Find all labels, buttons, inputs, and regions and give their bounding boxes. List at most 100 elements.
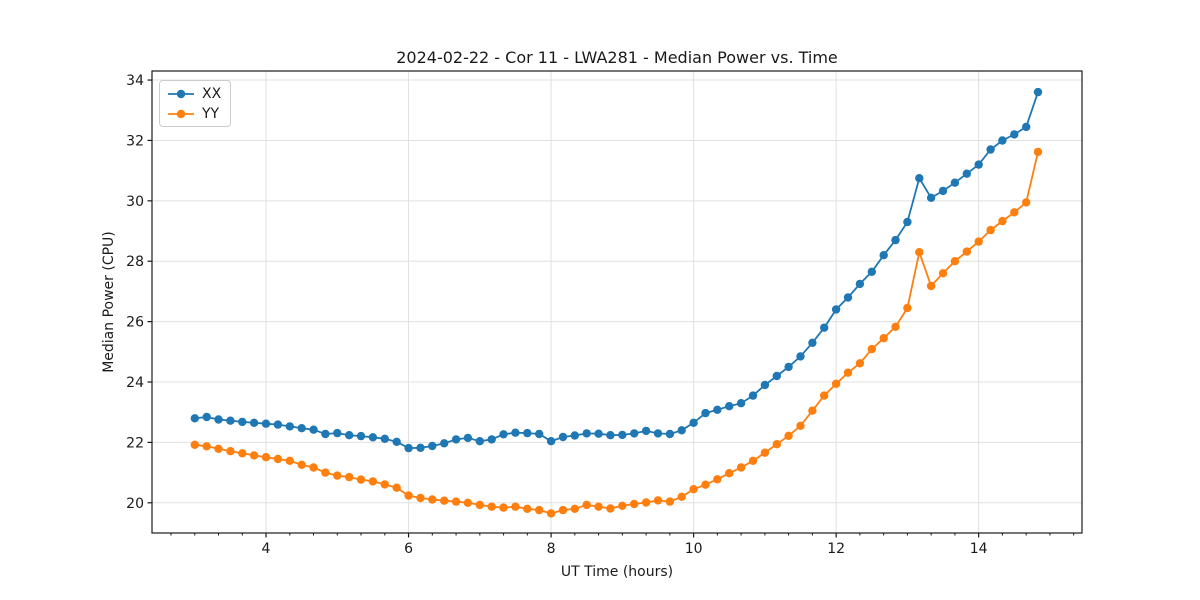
series-xx-marker	[428, 441, 437, 451]
series-yy-marker	[986, 225, 995, 235]
series-yy-marker	[606, 504, 615, 513]
series-xx-marker	[356, 431, 366, 441]
series-xx-marker	[511, 428, 520, 437]
series-yy-marker	[879, 334, 888, 343]
series-yy-marker	[333, 471, 342, 480]
x-tick-label: 6	[404, 541, 413, 557]
series-xx-marker	[249, 418, 259, 427]
series-yy-marker	[938, 269, 948, 278]
series-yy-marker	[796, 421, 805, 430]
series-xx-marker	[915, 174, 924, 183]
series-xx-marker	[950, 178, 960, 187]
series-xx-marker	[416, 443, 425, 452]
legend-line-sample-xx	[168, 89, 194, 98]
y-tick-label: 26	[126, 315, 144, 331]
series-yy-marker	[808, 406, 817, 415]
series-yy-marker	[725, 469, 734, 478]
series-xx-marker	[867, 267, 876, 276]
series-yy-marker	[487, 502, 496, 511]
y-tick-label: 24	[126, 375, 144, 391]
series-xx-marker	[665, 429, 675, 439]
series-yy-marker	[404, 491, 413, 500]
series-yy-marker	[499, 503, 508, 512]
series-yy-marker	[546, 509, 556, 518]
series-xx-marker	[190, 414, 199, 423]
series-xx-marker	[261, 419, 271, 428]
series-yy-marker	[665, 497, 675, 506]
series-xx-marker	[202, 412, 211, 422]
axes-frame	[151, 70, 1083, 534]
series-yy-marker	[843, 368, 853, 377]
series-xx-marker	[962, 169, 971, 178]
series-xx-marker	[855, 279, 865, 289]
series-xx-marker	[606, 431, 615, 440]
series-xx-marker	[273, 420, 283, 429]
series-xx-marker	[986, 145, 995, 154]
series-xx-marker	[345, 431, 354, 440]
legend-label-yy: YY	[202, 105, 220, 122]
series-xx-marker	[333, 428, 342, 438]
series-xx-marker	[594, 429, 603, 438]
series-xx-marker	[368, 433, 378, 442]
series-xx-marker	[760, 380, 770, 390]
series-yy-marker	[582, 500, 591, 510]
series-yy-marker	[926, 281, 936, 291]
x-tick-label: 12	[827, 541, 845, 557]
series-xx-marker	[926, 193, 936, 202]
series-xx-marker	[321, 429, 330, 439]
series-xx-marker	[523, 428, 532, 438]
series-yy-marker	[261, 453, 271, 462]
series-xx-marker	[784, 362, 793, 372]
series-xx-marker	[297, 424, 306, 433]
series-yy-marker	[891, 322, 900, 331]
series-yy-marker	[285, 456, 294, 465]
series-xx-marker	[713, 405, 722, 414]
series-xx-marker	[214, 415, 223, 424]
series-xx-marker	[736, 399, 746, 408]
legend-item-xx: XX	[167, 85, 221, 102]
series-yy-marker	[463, 498, 473, 507]
series-yy-marker	[202, 442, 211, 451]
series-xx-marker	[440, 439, 449, 448]
series-yy-marker	[772, 440, 781, 449]
y-tick-label: 22	[126, 435, 144, 451]
series-xx-marker	[843, 293, 853, 302]
series-xx-marker	[1010, 130, 1019, 139]
series-xx-marker	[558, 432, 568, 442]
series-xx-marker	[463, 433, 473, 443]
series-yy-marker	[238, 449, 247, 458]
series-xx-marker	[903, 217, 912, 227]
series-xx-marker	[808, 338, 817, 347]
legend-item-yy: YY	[167, 105, 221, 122]
series-xx-marker	[1033, 87, 1043, 97]
series-yy-marker	[297, 460, 306, 469]
series-yy-marker	[451, 497, 461, 506]
series-xx-marker	[630, 429, 639, 438]
chart-title: 2024-02-22 - Cor 11 - LWA281 - Median Po…	[396, 48, 838, 67]
series-yy-marker	[535, 505, 544, 515]
series-yy-marker	[701, 480, 710, 489]
series-yy-marker	[689, 485, 698, 494]
series-xx-marker	[618, 430, 627, 440]
series-yy-marker	[677, 492, 686, 501]
series-yy-marker	[748, 456, 758, 465]
series-xx-marker	[582, 429, 591, 438]
series-yy-marker	[594, 502, 603, 511]
series-yy-marker	[345, 472, 354, 482]
y-tick-label: 30	[126, 194, 144, 210]
series-yy-marker	[713, 475, 722, 484]
series-yy-marker	[416, 493, 425, 503]
series-xx-marker	[938, 186, 948, 196]
series-yy-marker	[309, 463, 318, 472]
series-xx-marker	[404, 443, 413, 453]
series-xx-marker	[701, 408, 710, 418]
series-yy-marker	[190, 440, 199, 449]
series-xx-marker	[831, 305, 841, 314]
series-yy-marker	[915, 248, 924, 257]
series-xx-marker	[570, 431, 579, 440]
series-xx-marker	[653, 429, 663, 438]
series-xx-marker	[499, 430, 508, 439]
series-yy-marker	[1033, 147, 1043, 157]
series-yy-marker	[440, 496, 449, 505]
